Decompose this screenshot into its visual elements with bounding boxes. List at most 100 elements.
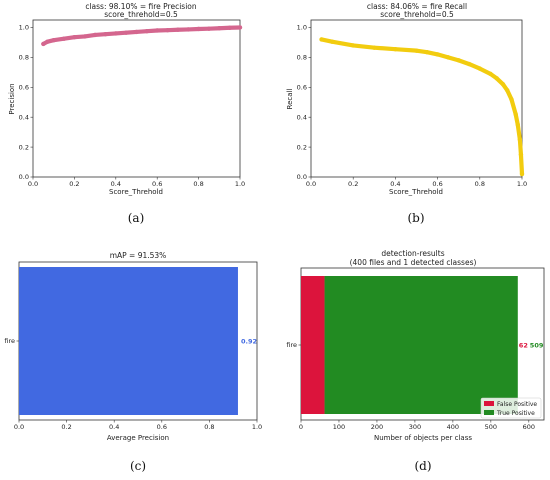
panel-a-axes-frame (32, 19, 241, 178)
data-point (467, 61, 472, 67)
data-point (196, 26, 201, 32)
panel-b-x-ticks: 0.0 0.2 0.4 0.6 0.8 1.0 (306, 177, 527, 188)
x-tick-label: 0.0 (28, 180, 38, 188)
bar-value-label: 0.92 (241, 337, 257, 345)
y-tick-label: 0.8 (297, 54, 307, 62)
data-point (435, 52, 440, 57)
data-point (41, 41, 46, 47)
panel-c-x-label: Average Precision (107, 434, 169, 442)
data-point (329, 39, 335, 44)
y-tick-label: 0.0 (297, 173, 307, 181)
panel-b-y-label: Recall (286, 89, 294, 110)
data-point (123, 30, 129, 35)
y-tick-label: 0.0 (19, 173, 29, 181)
y-tick-label: 0.2 (19, 143, 29, 151)
data-point (103, 32, 108, 37)
y-tick-label: 1.0 (297, 24, 307, 32)
panel-b-subtitle: score_threhold=0.5 (380, 10, 454, 19)
x-tick-label: 0.8 (193, 180, 203, 188)
data-point (237, 25, 243, 30)
data-point (488, 71, 493, 77)
x-tick-label: 0 (299, 423, 303, 431)
panel-a-x-ticks: 0.0 0.2 0.4 0.6 0.8 1.0 (28, 177, 245, 188)
data-point (500, 82, 506, 87)
data-point (513, 112, 518, 117)
panel-b-series (319, 37, 525, 177)
data-point (319, 37, 324, 42)
y-tick-label: 0.4 (297, 113, 307, 121)
panel-a: class: 98.10% = fire Precision score_thr… (8, 2, 245, 225)
x-tick-label: 0.2 (61, 423, 71, 431)
panel-b: class: 84.06% = fire Recall score_threho… (286, 2, 527, 225)
x-tick-label: 500 (485, 423, 497, 431)
panel-d-subtitle: (400 files and 1 detected classes) (350, 258, 477, 267)
bar-fire (19, 267, 238, 415)
y-tick-label: 1.0 (19, 24, 29, 32)
panel-a-y-label: Precision (8, 83, 16, 114)
data-point (372, 45, 377, 50)
data-point (144, 29, 150, 34)
x-tick-label: 0.8 (204, 423, 214, 431)
x-tick-label: 0.6 (157, 423, 167, 431)
data-point (61, 36, 67, 41)
panel-d: detection-results (400 files and 1 detec… (286, 249, 545, 473)
panel-a-x-label: Score_Threhold (109, 188, 163, 196)
x-tick-label: 600 (523, 423, 535, 431)
legend-box (480, 397, 542, 419)
data-point (515, 122, 520, 127)
y-tick-label: 0.4 (19, 113, 29, 121)
data-point (113, 31, 119, 36)
panel-a-label: (a) (128, 211, 145, 225)
x-tick-label: 0.8 (475, 180, 485, 188)
data-point (509, 97, 514, 102)
x-tick-label: 0.6 (432, 180, 442, 188)
panel-d-title: detection-results (381, 249, 444, 258)
data-point (155, 28, 160, 33)
bar-true-positive (324, 276, 518, 414)
panel-b-y-ticks: 0.0 0.2 0.4 0.6 0.8 1.0 (297, 24, 311, 181)
panel-c-label: (c) (130, 459, 146, 473)
x-tick-label: 1.0 (252, 423, 262, 431)
panel-d-y-ticks: fire (286, 341, 301, 349)
panel-a-subtitle: score_threhold=0.5 (104, 10, 178, 19)
y-tick-label: 0.6 (297, 83, 307, 91)
data-point (518, 152, 524, 157)
panel-a-y-ticks: 0.0 0.2 0.4 0.6 0.8 1.0 (19, 24, 33, 181)
panel-c-bars: 0.92 (19, 267, 257, 415)
data-point (165, 27, 170, 33)
bar-value-true-positive: 509 (530, 341, 544, 349)
y-tick-label: 0.6 (19, 83, 29, 91)
panel-d-x-label: Number of objects per class (374, 434, 472, 442)
x-tick-label: 1.0 (517, 180, 527, 188)
data-point (393, 46, 398, 52)
legend-swatch-true-positive (484, 410, 494, 415)
x-tick-label: 0.4 (390, 180, 400, 188)
panel-c: mAP = 91.53% 0.92 0.0 0.2 0.4 0.6 0.8 1.0 fir… (4, 251, 262, 473)
data-point (477, 66, 482, 71)
x-tick-label: 0.6 (152, 180, 162, 188)
data-point (186, 27, 191, 32)
legend-label-false-positive: False Positive (497, 401, 537, 408)
panel-b-x-label: Score_Threhold (389, 188, 443, 196)
data-point (424, 49, 430, 55)
panel-d-legend: False Positive True Positive (480, 397, 542, 419)
data-point (45, 39, 50, 44)
panel-c-title: mAP = 91.53% (110, 251, 167, 260)
panel-d-x-ticks: 0 100 200 300 400 500 600 (299, 420, 535, 431)
data-point (217, 26, 222, 31)
x-tick-label: 1.0 (235, 180, 245, 188)
panel-d-bars: 62 509 (301, 276, 544, 414)
panel-d-label: (d) (414, 459, 431, 473)
data-point (206, 26, 212, 31)
data-point (72, 34, 77, 40)
panel-b-axes-frame (310, 19, 523, 178)
y-tick-label: fire (4, 337, 15, 345)
x-tick-label: 0.0 (306, 180, 316, 188)
legend-label-true-positive: True Positive (496, 410, 535, 417)
y-tick-label: fire (286, 341, 297, 349)
x-tick-label: 100 (333, 423, 345, 431)
data-point (92, 32, 98, 38)
x-tick-label: 0.4 (109, 423, 119, 431)
legend-swatch-false-positive (484, 401, 494, 406)
